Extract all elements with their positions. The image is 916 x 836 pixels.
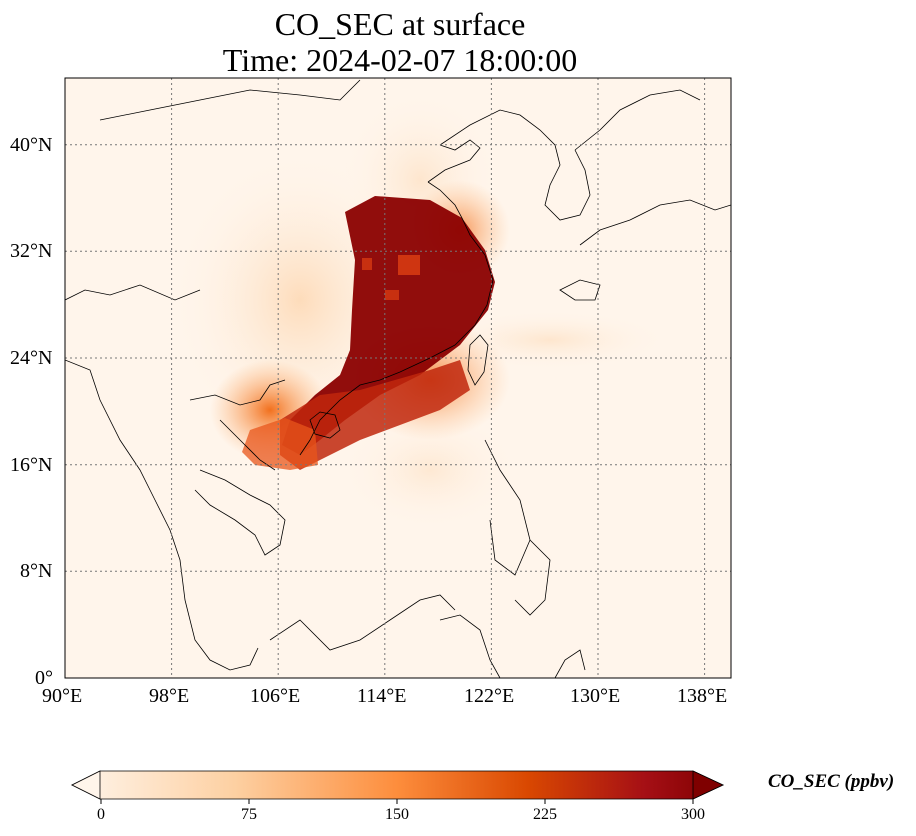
- colorbar-tick-label: 300: [681, 806, 705, 823]
- co-plume-core: [242, 196, 495, 470]
- lat-tick-label: 8°N: [20, 560, 53, 582]
- lat-tick-label: 0°: [35, 667, 53, 689]
- colorbar-tick-label: 75: [241, 806, 257, 823]
- map-frame: [64, 77, 732, 679]
- map-subtitle-time: Time: 2024-02-07 18:00:00: [222, 42, 578, 78]
- lon-tick-label: 138°E: [677, 685, 728, 707]
- colorbar-tick-label: 225: [533, 806, 557, 823]
- graticule: [65, 78, 731, 678]
- colorbar-tick-label: 0: [97, 806, 105, 823]
- lon-tick-label: 90°E: [42, 685, 83, 707]
- lat-tick-label: 16°N: [10, 454, 53, 476]
- lat-tick-label: 40°N: [10, 134, 53, 156]
- colorbar: [71, 770, 724, 804]
- lat-tick-label: 24°N: [10, 347, 53, 369]
- colorbar-label: CO_SEC (ppbv): [768, 771, 895, 792]
- lat-tick-label: 32°N: [10, 240, 53, 262]
- colorbar-tick-label: 150: [385, 806, 409, 823]
- coastlines: [65, 79, 731, 678]
- lon-tick-label: 130°E: [570, 685, 621, 707]
- map-title: CO_SEC at surface: [274, 6, 526, 42]
- lon-tick-label: 98°E: [149, 685, 190, 707]
- lon-tick-label: 106°E: [250, 685, 301, 707]
- lon-tick-label: 114°E: [357, 685, 407, 707]
- lon-tick-label: 122°E: [464, 685, 515, 707]
